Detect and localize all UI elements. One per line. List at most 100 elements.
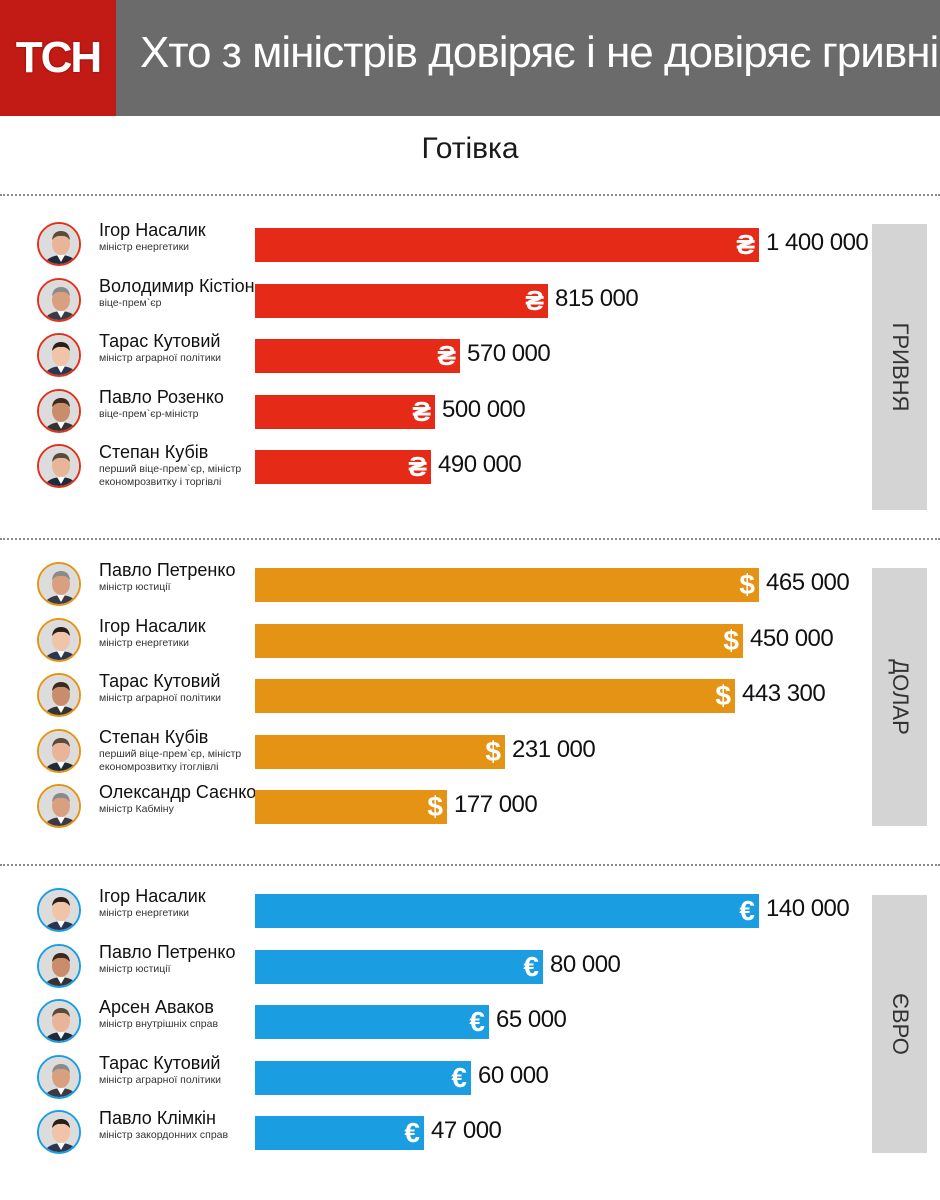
minister-name: Тарас Кутовий bbox=[99, 331, 221, 351]
minister-role: міністр аграрної політики bbox=[99, 352, 222, 364]
bar-mark[interactable]: € bbox=[255, 894, 759, 928]
minister-photo bbox=[37, 888, 81, 932]
minister-role: віце-прем`єр bbox=[99, 296, 162, 309]
currency-icon: ₴ bbox=[736, 229, 755, 260]
value-label: 490 000 bbox=[438, 451, 522, 478]
bar-mark[interactable]: $ bbox=[255, 568, 759, 602]
value-label: 231 000 bbox=[512, 735, 596, 763]
minister-role: міністр енергетики bbox=[99, 241, 190, 253]
bar-mark[interactable]: ₴ bbox=[255, 450, 431, 484]
minister-photo bbox=[37, 333, 81, 377]
currency-label: євро bbox=[887, 993, 913, 1055]
section-divider bbox=[0, 194, 940, 196]
bar-mark[interactable]: € bbox=[255, 1116, 424, 1150]
value-label: 465 000 bbox=[766, 569, 850, 596]
currency-icon: $ bbox=[739, 569, 755, 600]
value-label: 47 000 bbox=[431, 1117, 502, 1144]
minister-name: Степан Кубів bbox=[99, 442, 209, 462]
minister-role: міністр аграрної політики bbox=[99, 692, 222, 704]
minister-role: міністр внутрішніх справ bbox=[99, 1018, 219, 1030]
minister-photo bbox=[37, 388, 81, 433]
bar-mark[interactable]: $ bbox=[255, 790, 447, 824]
logo-text: ТСН bbox=[15, 33, 102, 82]
minister-name: Тарас Кутовий bbox=[99, 1052, 221, 1073]
chart-row: Павло Розенко віце-прем`єр-міністр ₴ 500 00… bbox=[0, 386, 870, 445]
chart-row: Олександр Саєнко міністр Кабміну $177 000 bbox=[0, 782, 870, 840]
minister-name: Арсен Аваков bbox=[99, 997, 214, 1017]
minister-photo bbox=[37, 784, 81, 828]
minister-name: Ігор Насалик bbox=[99, 615, 206, 636]
minister-role: перший віце-прем`єр, міністр економрозви… bbox=[99, 463, 242, 488]
minister-role: міністр енергетики bbox=[99, 907, 190, 919]
minister-name: Тарас Кутовий bbox=[99, 671, 221, 691]
chart-row: Тарас Кутовий міністр аграрної політики ₴ 5… bbox=[0, 331, 870, 389]
bar-mark[interactable]: ₴ bbox=[255, 394, 435, 429]
value-label: 500 000 bbox=[442, 395, 526, 423]
minister-role: міністр юстиції bbox=[99, 962, 171, 975]
minister-photo bbox=[37, 617, 81, 662]
minister-name: Володимир Кістіон bbox=[99, 275, 255, 296]
minister-photo bbox=[37, 728, 81, 773]
tsn-logo[interactable]: ТСН bbox=[0, 0, 116, 116]
currency-label-panel: долар bbox=[872, 568, 927, 826]
currency-icon: $ bbox=[715, 680, 731, 711]
chart-row: Ігор Насалик міністр енергетики €140 000 bbox=[0, 886, 870, 944]
minister-role: міністр енергетики bbox=[99, 636, 190, 649]
currency-icon: € bbox=[451, 1061, 467, 1093]
currency-icon: ₴ bbox=[437, 340, 456, 371]
chart-row: Степан Кубів перший віце-прем`єр, міністр… bbox=[0, 442, 870, 500]
minister-photo bbox=[37, 943, 81, 988]
currency-icon: ₴ bbox=[408, 451, 427, 482]
minister-name: Ігор Насалик bbox=[99, 886, 206, 906]
currency-label: гривня bbox=[887, 322, 913, 412]
minister-name: Павло Розенко bbox=[99, 386, 224, 407]
header: ТСН Хто з міністрів довіряє і не довіряє… bbox=[0, 0, 940, 116]
currency-icon: $ bbox=[427, 791, 443, 822]
currency-icon: ₴ bbox=[412, 395, 431, 427]
minister-photo bbox=[37, 562, 81, 606]
chart-row: Степан Кубів перший віце-прем`єр, міністр… bbox=[0, 726, 870, 785]
bar-mark[interactable]: ₴ bbox=[255, 228, 759, 262]
minister-photo bbox=[37, 999, 81, 1043]
minister-photo bbox=[37, 673, 81, 717]
chart-row: Ігор Насалик міністр енергетики ₴ 1 400 000 bbox=[0, 220, 870, 278]
minister-name: Павло Клімкін bbox=[99, 1108, 216, 1128]
value-label: 443 300 bbox=[742, 680, 826, 707]
minister-name: Ігор Насалик bbox=[99, 220, 206, 240]
currency-icon: € bbox=[523, 950, 539, 982]
bar-mark[interactable]: ₴ bbox=[255, 283, 548, 318]
value-label: 450 000 bbox=[750, 624, 834, 652]
page-title: Хто з міністрів довіряє і не довіряє гри… bbox=[140, 28, 939, 77]
currency-label: долар bbox=[887, 659, 913, 735]
chart-row: Павло Петренко міністр юстиції $465 000 bbox=[0, 560, 870, 618]
value-label: 80 000 bbox=[550, 950, 621, 978]
minister-role: міністр аграрної політики bbox=[99, 1073, 222, 1086]
value-label: 60 000 bbox=[478, 1061, 549, 1089]
currency-icon: € bbox=[404, 1117, 420, 1148]
chart-row: Павло Клімкін міністр закордонних справ €4… bbox=[0, 1108, 870, 1166]
bar-mark[interactable]: $ bbox=[255, 679, 735, 713]
value-label: 140 000 bbox=[766, 895, 850, 922]
currency-icon: € bbox=[739, 895, 755, 926]
minister-role: віце-прем`єр-міністр bbox=[99, 407, 199, 420]
bar-mark[interactable]: ₴ bbox=[255, 339, 460, 373]
currency-label-panel: євро bbox=[872, 895, 927, 1153]
bar-mark[interactable]: € bbox=[255, 949, 543, 984]
currency-icon: ₴ bbox=[525, 284, 544, 316]
bar-mark[interactable]: $ bbox=[255, 734, 505, 769]
minister-role: перший віце-прем`єр, міністр економрозви… bbox=[99, 747, 242, 773]
minister-role: міністр закордонних справ bbox=[99, 1129, 229, 1141]
minister-name: Степан Кубів bbox=[99, 726, 209, 747]
bar-mark[interactable]: € bbox=[255, 1060, 471, 1095]
minister-photo bbox=[37, 222, 81, 266]
bar-mark[interactable]: $ bbox=[255, 623, 743, 658]
bar-mark[interactable]: € bbox=[255, 1005, 489, 1039]
minister-photo bbox=[37, 444, 81, 488]
chart-row: Ігор Насалик міністр енергетики $450 000 bbox=[0, 615, 870, 674]
minister-photo bbox=[37, 1054, 81, 1099]
value-label: 177 000 bbox=[454, 791, 538, 818]
chart-row: Тарас Кутовий міністр аграрної політики $4… bbox=[0, 671, 870, 729]
minister-photo bbox=[37, 277, 81, 322]
value-label: 1 400 000 bbox=[766, 229, 869, 256]
minister-role: міністр юстиції bbox=[99, 581, 171, 593]
